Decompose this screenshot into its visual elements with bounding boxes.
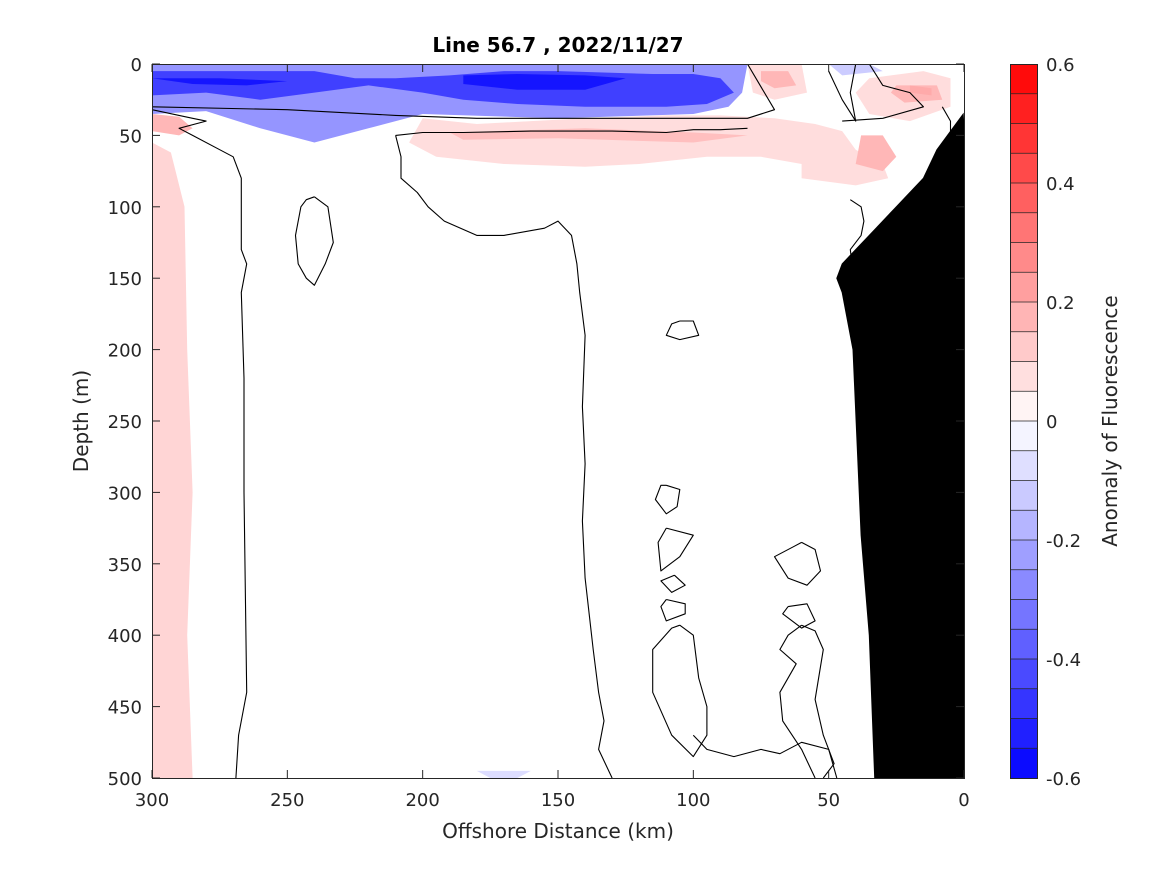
x-tick-label: 150 [541, 790, 575, 811]
colorbar-segment [1010, 480, 1037, 511]
negative-anomaly-region-5 [476, 770, 531, 778]
colorbar-tick-label: 0.6 [1046, 55, 1075, 76]
colorbar-segment [1010, 93, 1037, 124]
zero-contour-line-9 [660, 574, 686, 593]
x-axis-label: Offshore Distance (km) [442, 819, 674, 843]
colorbar-segment [1010, 242, 1037, 273]
y-tick-label: 400 [108, 626, 142, 647]
y-axis-label: Depth (m) [69, 370, 93, 472]
zero-contour-line-11 [652, 624, 708, 758]
colorbar-tick-label: -0.4 [1046, 650, 1081, 671]
colorbar-segment [1010, 599, 1037, 630]
y-tick-label: 350 [108, 555, 142, 576]
y-tick-label: 0 [131, 55, 142, 76]
zero-contour-line-12 [773, 541, 822, 586]
colorbar-segment [1010, 153, 1037, 184]
y-tick-label: 250 [108, 412, 142, 433]
seafloor-bathymetry [836, 112, 964, 778]
negative-anomaly-region-3 [463, 74, 626, 90]
zero-contour-line-4 [395, 127, 748, 136]
zero-contour-line-3 [395, 135, 613, 778]
x-tick-label: 300 [135, 790, 169, 811]
zero-contour-line-0 [152, 109, 248, 778]
colorbar-segment [1010, 302, 1037, 333]
colorbar-segment [1010, 391, 1037, 422]
colorbar-segment [1010, 718, 1037, 749]
y-tick-label: 100 [108, 198, 142, 219]
y-tick-label: 300 [108, 483, 142, 504]
colorbar-segment [1010, 629, 1037, 660]
colorbar-segment [1010, 421, 1037, 452]
zero-contour-line-16 [828, 64, 857, 122]
colorbar-label: Anomaly of Fluorescence [1098, 295, 1122, 546]
y-tick-label: 200 [108, 341, 142, 362]
colorbar-frame [1010, 64, 1038, 779]
x-tick-label: 0 [958, 790, 969, 811]
colorbar-segment [1010, 510, 1037, 541]
zero-contour-line-8 [657, 527, 694, 572]
colorbar: 0.6 0.4 0.2 0 -0.2 -0.4 -0.6 [1010, 55, 1081, 790]
positive-anomaly-region-6 [152, 142, 193, 778]
colorbar-segment [1010, 748, 1037, 779]
colorbar-tick-label: 0 [1046, 412, 1057, 433]
colorbar-segment [1010, 688, 1037, 719]
colorbar-tick-label: 0.4 [1046, 174, 1075, 195]
colorbar-segment [1010, 331, 1037, 362]
zero-contour-layer [152, 64, 952, 778]
colorbar-segment [1010, 212, 1037, 243]
y-tick-label: 150 [108, 269, 142, 290]
zero-contour-line-13 [782, 603, 816, 629]
zero-contour-line-17 [842, 64, 924, 122]
colorbar-tick-label: -0.6 [1046, 769, 1081, 790]
y-tick-label: 450 [108, 698, 142, 719]
plot-area [152, 64, 964, 778]
colorbar-segment [1010, 183, 1037, 214]
colorbar-segment [1010, 272, 1037, 303]
x-tick-label: 250 [270, 790, 304, 811]
zero-contour-line-1 [294, 196, 334, 286]
zero-contour-line-5 [692, 734, 838, 778]
positive-anomaly-region-15 [909, 85, 932, 96]
positive-anomaly-region-14 [855, 135, 897, 172]
colorbar-segment [1010, 569, 1037, 600]
colorbar-segment [1010, 659, 1037, 690]
bathymetry-layer [836, 112, 964, 778]
colorbar-segment [1010, 361, 1037, 392]
colorbar-tick-label: 0.2 [1046, 293, 1075, 314]
colorbar-segment [1010, 64, 1037, 95]
x-tick-label: 50 [817, 790, 840, 811]
y-tick-label: 50 [119, 126, 142, 147]
zero-contour-line-2 [152, 64, 776, 119]
x-axis: 300 250 200 150 100 50 0 [135, 64, 970, 811]
zero-contour-line-10 [660, 598, 686, 622]
zero-contour-line-14 [801, 624, 835, 778]
colorbar-tick-label: -0.2 [1046, 531, 1081, 552]
chart-title: Line 56.7 , 2022/11/27 [432, 33, 683, 57]
positive-anomaly-region-12 [761, 71, 797, 89]
negative-anomaly-region-2 [152, 78, 288, 86]
zero-contour-line-7 [654, 484, 681, 515]
zero-contour-line-15 [779, 624, 816, 778]
colorbar-segment [1010, 123, 1037, 154]
zero-contour-line-6 [665, 320, 700, 341]
negative-anomaly-region-4 [828, 64, 883, 76]
y-axis: 0 50 100 150 200 250 300 350 400 450 500 [108, 55, 964, 790]
colorbar-segment [1010, 450, 1037, 481]
y-tick-label: 500 [108, 769, 142, 790]
colorbar-segment [1010, 540, 1037, 571]
x-tick-label: 100 [676, 790, 710, 811]
x-tick-label: 200 [405, 790, 439, 811]
